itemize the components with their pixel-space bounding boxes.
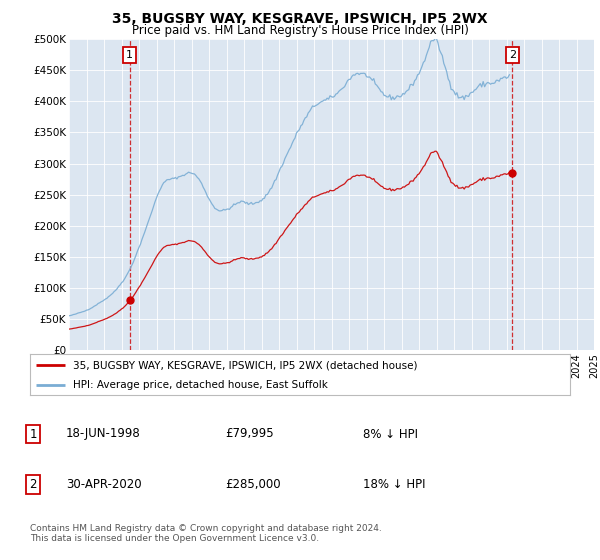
Text: Price paid vs. HM Land Registry's House Price Index (HPI): Price paid vs. HM Land Registry's House …: [131, 24, 469, 36]
Text: 8% ↓ HPI: 8% ↓ HPI: [363, 427, 418, 441]
Text: 2: 2: [509, 50, 516, 60]
Text: 18% ↓ HPI: 18% ↓ HPI: [363, 478, 425, 491]
Text: Contains HM Land Registry data © Crown copyright and database right 2024.
This d: Contains HM Land Registry data © Crown c…: [30, 524, 382, 543]
Text: 35, BUGSBY WAY, KESGRAVE, IPSWICH, IP5 2WX: 35, BUGSBY WAY, KESGRAVE, IPSWICH, IP5 2…: [112, 12, 488, 26]
Text: 18-JUN-1998: 18-JUN-1998: [66, 427, 141, 441]
Text: £285,000: £285,000: [225, 478, 281, 491]
Text: HPI: Average price, detached house, East Suffolk: HPI: Average price, detached house, East…: [73, 380, 328, 390]
Text: 1: 1: [29, 427, 37, 441]
Text: 35, BUGSBY WAY, KESGRAVE, IPSWICH, IP5 2WX (detached house): 35, BUGSBY WAY, KESGRAVE, IPSWICH, IP5 2…: [73, 361, 418, 370]
Text: 1: 1: [126, 50, 133, 60]
Text: 2: 2: [29, 478, 37, 491]
Text: £79,995: £79,995: [225, 427, 274, 441]
Text: 30-APR-2020: 30-APR-2020: [66, 478, 142, 491]
